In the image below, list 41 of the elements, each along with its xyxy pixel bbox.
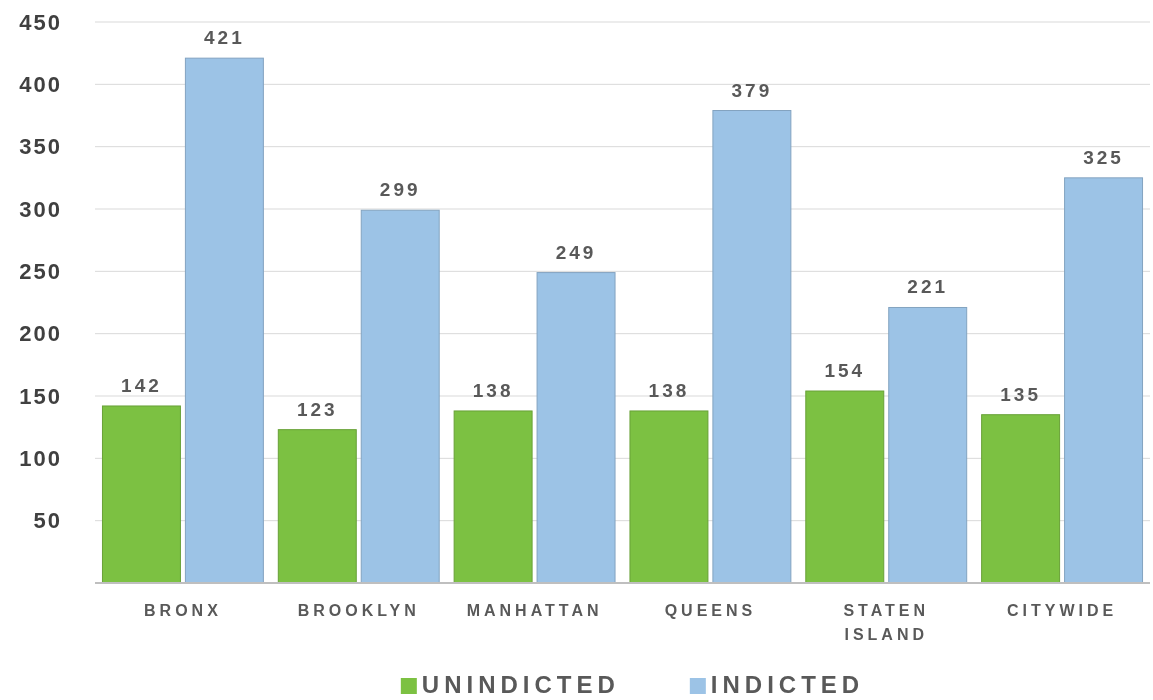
- y-tick-label: 150: [19, 383, 62, 409]
- legend-label: UNINDICTED: [421, 671, 620, 698]
- bar: [888, 306, 968, 584]
- data-label: 249: [555, 241, 597, 263]
- y-tick-label: 100: [19, 445, 62, 471]
- y-tick-label: 300: [19, 196, 62, 222]
- y-tick-label: 250: [19, 258, 62, 284]
- y-tick-label: 450: [19, 9, 62, 35]
- x-tick-label: STATEN ISLAND: [843, 602, 930, 643]
- bar: [536, 272, 616, 584]
- legend-label: INDICTED: [710, 671, 865, 698]
- data-label: 138: [648, 379, 690, 401]
- y-tick-label: 400: [19, 71, 62, 97]
- bar: [1064, 177, 1144, 584]
- x-tick-label: QUEENS: [664, 602, 757, 619]
- bar: [981, 414, 1061, 584]
- bar: [101, 405, 181, 584]
- data-label: 221: [907, 276, 949, 298]
- data-label: 421: [204, 27, 245, 49]
- x-tick-label: BROOKLYN: [297, 602, 420, 619]
- y-tick-label: 200: [19, 321, 62, 347]
- data-label: 123: [296, 398, 338, 420]
- bar: [712, 110, 792, 584]
- x-tick-label: BRONX: [144, 602, 222, 619]
- bar: [805, 390, 885, 584]
- bar: [453, 410, 533, 584]
- x-tick-label: MANHATTAN: [466, 602, 603, 619]
- bar: [277, 429, 357, 584]
- bar: [360, 209, 440, 584]
- data-label: 138: [472, 379, 514, 401]
- data-label: 299: [379, 179, 421, 201]
- data-label: 154: [824, 360, 866, 382]
- data-label: 135: [1000, 383, 1041, 405]
- bar: [184, 57, 264, 584]
- bar: [629, 410, 709, 584]
- data-label: 325: [1083, 146, 1124, 168]
- y-tick-label: 350: [19, 134, 62, 160]
- y-tick-label: 50: [33, 508, 62, 534]
- x-tick-label: CITYWIDE: [1006, 602, 1118, 619]
- data-label: 379: [731, 79, 773, 101]
- data-label: 142: [121, 374, 162, 396]
